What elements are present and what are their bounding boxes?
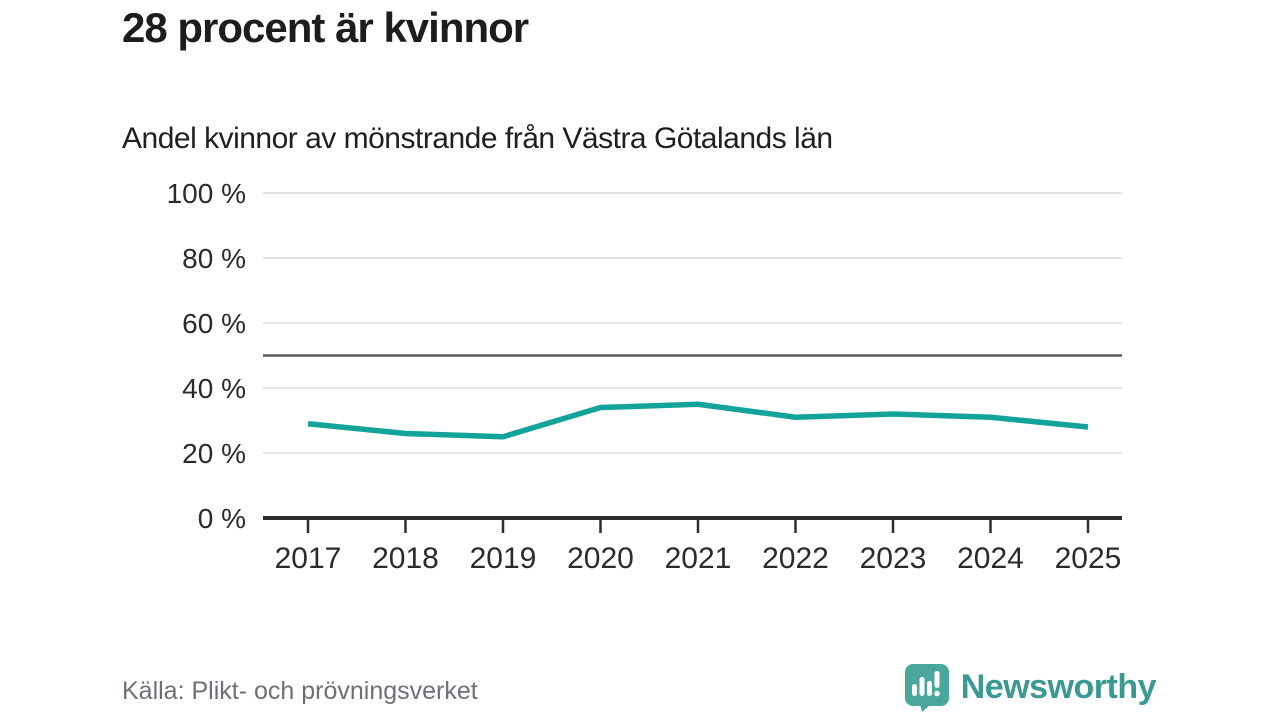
data-line-series (307, 401, 1089, 440)
source-note: Källa: Plikt- och prövningsverket (122, 677, 478, 705)
newsworthy-logo: Newsworthy (903, 662, 1157, 712)
y-axis-tick-label: 100 % (167, 178, 246, 209)
y-axis-tick-label: 80 % (182, 243, 246, 274)
logo-bar-1 (911, 684, 917, 696)
x-axis-tick-label: 2020 (567, 542, 634, 575)
x-axis-tick-label: 2022 (762, 542, 829, 575)
logo-bar-3 (926, 681, 932, 696)
chart-footer: Källa: Plikt- och prövningsverket Newswo… (0, 662, 1280, 720)
logo-bar-2 (919, 677, 925, 696)
x-axis-tick-label: 2024 (957, 542, 1024, 575)
x-axis-tick-label: 2018 (372, 542, 439, 575)
y-axis-tick-label: 60 % (182, 308, 246, 339)
logo-exclamation-line (934, 671, 940, 688)
chart-title: 28 procent är kvinnor (122, 4, 529, 51)
x-axis-tick-label: 2021 (665, 542, 732, 575)
x-axis-tick-label: 2017 (275, 542, 342, 575)
y-axis-tick-label: 0 % (198, 503, 246, 534)
y-axis-tick-label: 40 % (182, 373, 246, 404)
y-axis-tick-label: 20 % (182, 438, 246, 469)
newsworthy-logo-icon (904, 664, 949, 712)
chart-subtitle: Andel kvinnor av mönstrande från Västra … (122, 122, 833, 155)
x-axis-tick-label: 2023 (860, 542, 927, 575)
brand-name: Newsworthy (960, 667, 1157, 706)
logo-exclamation-dot (933, 690, 940, 697)
x-axis-tick-label: 2019 (470, 542, 537, 575)
x-axis-tick-label: 2025 (1055, 542, 1122, 575)
